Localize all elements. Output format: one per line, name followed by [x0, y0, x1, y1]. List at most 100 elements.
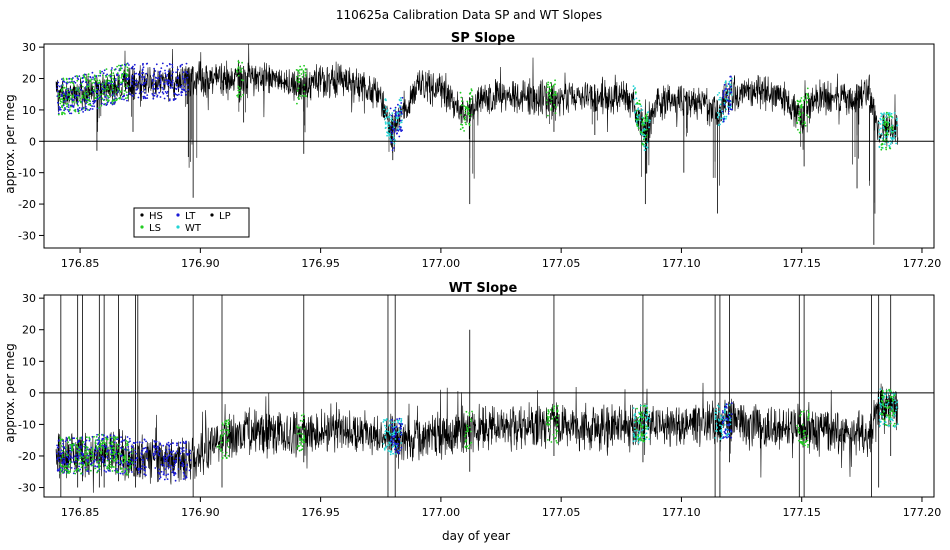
calibration-point [639, 422, 641, 425]
calibration-point [218, 447, 221, 449]
calibration-point [77, 104, 79, 107]
calibration-point [75, 469, 78, 472]
calibration-point [640, 425, 642, 428]
calibration-point [74, 457, 77, 459]
calibration-point [889, 143, 892, 145]
calibration-point [222, 424, 224, 426]
calibration-point [80, 77, 82, 79]
calibration-point [99, 442, 101, 445]
calibration-point [391, 120, 394, 122]
calibration-point [158, 91, 161, 94]
calibration-point [163, 460, 166, 463]
calibration-point [165, 75, 168, 78]
calibration-point [116, 443, 118, 446]
calibration-segment-12 [721, 75, 733, 123]
calibration-point [81, 436, 83, 438]
calibration-point [385, 429, 387, 432]
calibration-point [720, 98, 722, 101]
calibration-point [80, 89, 83, 91]
calibration-point [128, 453, 131, 456]
calibration-point [124, 65, 127, 68]
calibration-point [724, 409, 726, 412]
calibration-point [388, 441, 390, 444]
calibration-point [171, 84, 174, 86]
calibration-point [136, 457, 138, 459]
calibration-point [106, 450, 108, 453]
calibration-point [645, 413, 648, 416]
calibration-point [390, 118, 392, 121]
calibration-point [896, 124, 898, 127]
calibration-point [168, 448, 171, 450]
calibration-point [548, 89, 551, 92]
calibration-point [882, 139, 884, 142]
x-tick-label: 176.85 [61, 257, 100, 270]
calibration-point [466, 100, 469, 103]
calibration-point [182, 471, 185, 474]
calibration-point [400, 427, 402, 430]
calibration-point [77, 468, 80, 470]
calibration-point [166, 443, 168, 446]
calibration-point [646, 411, 649, 414]
calibration-point [76, 77, 79, 79]
calibration-point [636, 407, 638, 410]
calibration-point [297, 69, 299, 72]
calibration-point [645, 128, 648, 131]
calibration-point [396, 450, 399, 452]
calibration-point [299, 439, 301, 441]
calibration-point [101, 438, 104, 441]
calibration-point [386, 430, 389, 433]
legend-label: LP [219, 211, 231, 222]
calibration-point [158, 477, 161, 480]
calibration-point [296, 90, 299, 92]
calibration-point [141, 68, 144, 71]
calibration-point [730, 402, 733, 404]
calibration-point [298, 72, 301, 74]
calibration-point [130, 451, 132, 453]
calibration-point [639, 438, 641, 440]
calibration-point [135, 83, 138, 86]
legend-item-lt: LT [176, 211, 196, 222]
calibration-segment-1 [58, 433, 134, 476]
calibration-point [89, 80, 91, 82]
calibration-point [159, 443, 162, 446]
calibration-point [146, 457, 148, 460]
calibration-point [637, 108, 640, 110]
calibration-point [83, 451, 86, 453]
calibration-point [76, 79, 79, 82]
calibration-point [76, 441, 79, 444]
calibration-point [158, 84, 161, 87]
calibration-point [102, 447, 105, 450]
calibration-point [465, 424, 468, 427]
calibration-point [727, 419, 729, 422]
calibration-point [110, 443, 113, 445]
calibration-point [887, 128, 889, 131]
calibration-point [85, 449, 88, 452]
calibration-point [468, 113, 470, 116]
calibration-point [56, 84, 59, 87]
calibration-point [729, 419, 731, 421]
calibration-point [110, 458, 113, 460]
calibration-point [383, 448, 386, 451]
calibration-point [714, 411, 717, 414]
calibration-point [127, 85, 130, 88]
calibration-point [68, 472, 70, 474]
calibration-point [61, 451, 64, 454]
calibration-point [161, 91, 164, 94]
calibration-point [725, 108, 728, 111]
calibration-point [636, 125, 639, 127]
calibration-point [62, 98, 64, 101]
calibration-point [397, 421, 400, 424]
calibration-point [114, 101, 117, 103]
calibration-point [716, 94, 719, 96]
calibration-point [393, 142, 396, 145]
calibration-point [183, 88, 186, 91]
calibration-point [386, 131, 389, 134]
calibration-point [140, 76, 143, 78]
calibration-point [633, 98, 636, 101]
calibration-point [131, 75, 134, 78]
calibration-point [75, 458, 77, 461]
calibration-point [124, 456, 127, 458]
calibration-point [177, 87, 180, 89]
calibration-point [394, 451, 397, 453]
calibration-point [301, 448, 304, 451]
